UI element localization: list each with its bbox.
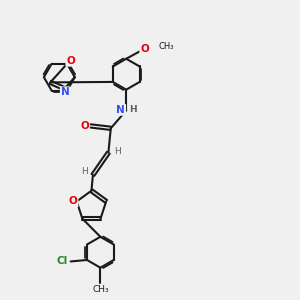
Text: O: O: [140, 44, 149, 54]
Text: O: O: [66, 56, 75, 66]
Text: O: O: [69, 196, 78, 206]
Text: CH₃: CH₃: [92, 285, 109, 294]
Text: O: O: [80, 121, 89, 131]
Text: H: H: [81, 167, 88, 176]
Text: N: N: [116, 105, 125, 115]
Text: N: N: [61, 87, 69, 97]
Text: CH₃: CH₃: [158, 42, 173, 51]
Text: H: H: [129, 105, 136, 114]
Text: Cl: Cl: [57, 256, 68, 266]
Text: H: H: [114, 147, 121, 156]
